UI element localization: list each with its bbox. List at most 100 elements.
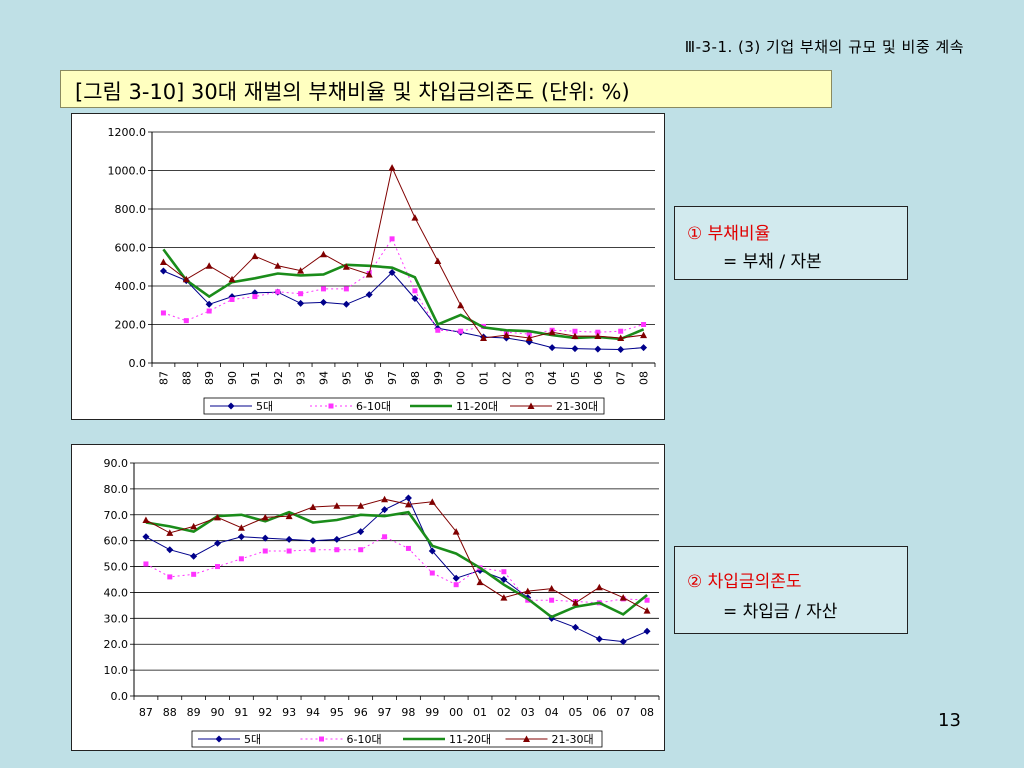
data-point <box>160 310 166 316</box>
data-point <box>333 535 341 543</box>
data-point <box>389 236 395 242</box>
data-point <box>357 528 365 536</box>
data-point <box>190 522 198 530</box>
data-point <box>643 627 651 635</box>
borrowing-dependence-series-4 <box>142 495 651 614</box>
data-point <box>286 548 292 554</box>
y-tick-label: 70.0 <box>104 509 129 522</box>
debt-ratio-note: ① 부채비율 = 부채 / 자본 <box>674 206 908 280</box>
data-point <box>237 533 245 541</box>
data-point <box>594 332 602 340</box>
x-tick-label: 06 <box>592 371 605 385</box>
data-point <box>166 529 174 536</box>
data-point <box>412 288 418 294</box>
x-tick-label: 01 <box>473 706 487 719</box>
page-number: 13 <box>938 710 961 731</box>
data-point <box>252 294 258 300</box>
x-tick-label: 05 <box>568 706 582 719</box>
y-tick-label: 600.0 <box>115 242 147 255</box>
x-tick-label: 02 <box>500 371 513 385</box>
x-tick-label: 07 <box>615 371 628 385</box>
x-tick-label: 91 <box>249 371 262 385</box>
data-point <box>205 300 213 308</box>
y-tick-label: 200.0 <box>115 319 147 332</box>
data-point <box>343 286 349 292</box>
x-tick-label: 91 <box>234 706 248 719</box>
data-point <box>309 503 317 511</box>
data-point <box>388 269 396 277</box>
data-point <box>411 295 419 303</box>
data-point <box>238 556 244 562</box>
data-point <box>388 164 396 171</box>
y-tick-label: 20.0 <box>104 638 129 651</box>
x-tick-label: 04 <box>545 706 559 719</box>
legend-marker <box>527 402 535 409</box>
x-tick-label: 87 <box>157 371 170 385</box>
data-point <box>549 597 555 603</box>
x-tick-label: 99 <box>425 706 439 719</box>
data-point <box>404 500 412 508</box>
data-point <box>619 594 627 601</box>
data-point <box>640 344 648 352</box>
x-tick-label: 90 <box>226 371 239 385</box>
data-point <box>358 547 364 553</box>
series-line <box>162 248 645 341</box>
x-tick-label: 94 <box>306 706 320 719</box>
data-point <box>428 498 436 505</box>
data-point <box>142 516 150 523</box>
borrowing-dependence-note-formula: = 차입금 / 자산 <box>723 602 838 622</box>
data-point <box>452 528 460 535</box>
data-point <box>285 535 293 543</box>
data-point <box>167 574 173 580</box>
borrowing-dependence-legend: 5대 6-10대 11-20대 21-30대 <box>191 730 603 748</box>
data-point <box>500 594 508 601</box>
data-point <box>381 495 389 503</box>
data-point <box>525 334 533 341</box>
x-tick-label: 00 <box>455 371 468 385</box>
data-point <box>214 513 222 521</box>
legend-label: 5대 <box>256 400 273 413</box>
series-line <box>163 166 644 339</box>
x-tick-label: 98 <box>401 706 415 719</box>
debt-ratio-series-2 <box>160 236 647 337</box>
y-tick-label: 1000.0 <box>108 165 147 178</box>
data-point <box>357 502 365 509</box>
data-point <box>229 296 235 302</box>
data-point <box>143 561 149 567</box>
data-point <box>618 328 624 334</box>
data-point <box>643 607 651 614</box>
data-point <box>595 583 603 591</box>
data-point <box>215 564 221 570</box>
data-point <box>310 547 316 553</box>
data-point <box>214 539 222 547</box>
data-point <box>404 494 412 502</box>
data-point <box>524 587 532 595</box>
data-point <box>159 258 167 265</box>
data-point <box>548 344 556 352</box>
data-point <box>206 308 212 314</box>
debt-ratio-legend: 5대 6-10대 11-20대 21-30대 <box>203 397 605 415</box>
legend-label: 6-10대 <box>347 733 382 746</box>
y-tick-label: 800.0 <box>115 203 147 216</box>
debt-ratio-note-formula: = 부채 / 자본 <box>723 252 822 272</box>
legend-label: 21-30대 <box>552 733 594 746</box>
borrowing-dependence-series-2 <box>143 534 650 606</box>
data-point <box>262 548 268 554</box>
debt-ratio-series-4 <box>159 164 648 341</box>
borrowing-dependence-series-3 <box>145 510 648 619</box>
x-tick-label: 99 <box>432 371 445 385</box>
data-point <box>251 252 259 260</box>
y-tick-label: 40.0 <box>104 586 129 599</box>
y-tick-label: 50.0 <box>104 561 129 574</box>
data-point <box>320 286 326 292</box>
data-point <box>405 545 411 551</box>
data-point <box>619 638 627 646</box>
series-line <box>145 498 648 612</box>
data-point <box>428 547 436 555</box>
x-tick-label: 92 <box>272 371 285 385</box>
data-point <box>595 635 603 643</box>
data-point <box>334 547 340 553</box>
x-tick-label: 02 <box>497 706 511 719</box>
x-tick-label: 06 <box>592 706 606 719</box>
data-point <box>548 585 556 592</box>
